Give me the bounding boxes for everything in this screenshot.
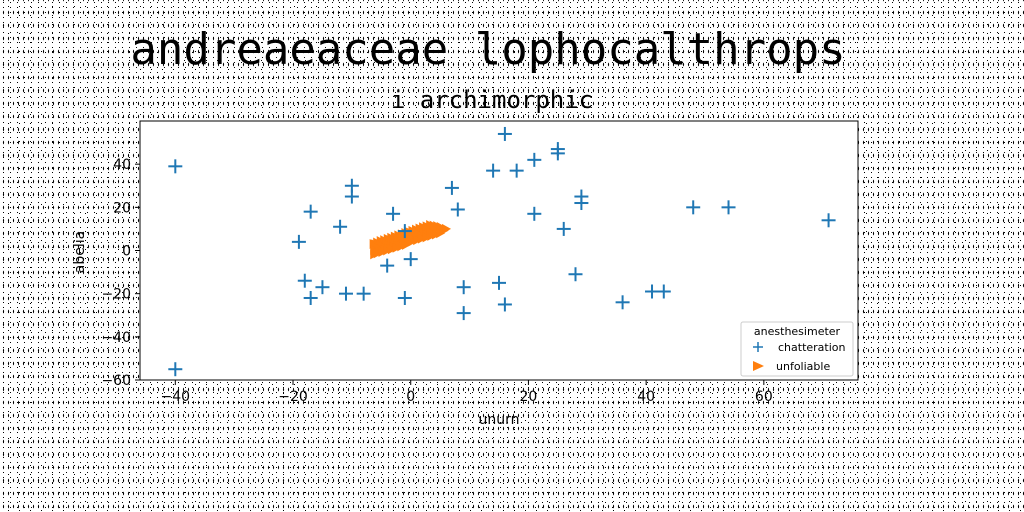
legend-label-unfoliable: unfoliable	[776, 360, 830, 373]
y-tick-label: 0	[122, 244, 131, 260]
point-chatteration	[333, 219, 348, 234]
point-chatteration	[444, 180, 459, 195]
series-chatteration	[168, 126, 836, 377]
point-unfoliable	[383, 245, 393, 256]
x-tick-label: 40	[637, 389, 655, 405]
point-chatteration	[509, 163, 524, 178]
point-chatteration	[656, 284, 671, 299]
point-chatteration	[297, 273, 312, 288]
point-chatteration	[645, 284, 660, 299]
point-chatteration	[527, 206, 542, 221]
point-unfoliable	[402, 239, 412, 250]
point-chatteration	[168, 362, 183, 377]
y-tick-label: −60	[101, 373, 131, 389]
point-unfoliable	[392, 242, 402, 253]
point-chatteration	[821, 213, 836, 228]
legend-label-chatteration: chatteration	[778, 341, 846, 354]
legend-box	[740, 321, 854, 377]
point-unfoliable	[427, 230, 437, 241]
point-chatteration	[497, 126, 512, 141]
legend-marker-unfoliable	[753, 361, 764, 371]
point-chatteration	[168, 159, 183, 174]
point-chatteration	[303, 204, 318, 219]
point-chatteration	[303, 290, 318, 305]
x-tick-label: −20	[278, 389, 308, 405]
y-tick-label: 40	[113, 157, 131, 173]
legend-title: anesthesimeter	[754, 325, 841, 338]
point-chatteration	[556, 221, 571, 236]
point-chatteration	[456, 280, 471, 295]
point-chatteration	[550, 146, 565, 161]
point-chatteration	[397, 290, 412, 305]
point-chatteration	[344, 189, 359, 204]
point-chatteration	[338, 286, 353, 301]
point-unfoliable	[417, 233, 427, 244]
y-axis-ticks: −60 −40 −20 0 20 40	[101, 157, 140, 389]
point-chatteration	[356, 286, 371, 301]
point-chatteration	[403, 252, 418, 267]
point-chatteration	[615, 295, 630, 310]
y-tick-label: −40	[101, 330, 131, 346]
x-tick-label: −40	[161, 389, 191, 405]
x-tick-label: 60	[755, 389, 773, 405]
point-unfoliable	[442, 223, 452, 234]
point-chatteration	[492, 275, 506, 290]
point-chatteration	[686, 200, 701, 215]
x-tick-label: 0	[406, 389, 415, 405]
point-unfoliable	[378, 247, 388, 258]
point-unfoliable	[408, 236, 418, 247]
point-chatteration	[497, 297, 512, 312]
chart-title: i archimorphic	[391, 86, 593, 114]
x-axis-ticks: −40 −20 0 20 40 60	[161, 380, 773, 405]
legend-marker-chatteration	[753, 342, 763, 352]
point-unfoliable	[387, 244, 397, 255]
y-tick-label: −20	[101, 287, 131, 303]
figure-suptitle: andreaeaceae lophocalthrops	[130, 24, 845, 75]
point-chatteration	[397, 224, 412, 239]
point-chatteration	[315, 280, 330, 295]
point-chatteration	[380, 258, 395, 273]
y-tick-label: 20	[113, 200, 131, 216]
point-chatteration	[574, 189, 589, 204]
point-chatteration	[386, 206, 401, 221]
point-chatteration	[291, 234, 306, 249]
point-chatteration	[486, 163, 501, 178]
point-unfoliable	[373, 248, 383, 259]
point-chatteration	[527, 152, 542, 167]
point-unfoliable	[413, 235, 423, 246]
x-axis-label: unurn	[478, 412, 519, 428]
point-unfoliable	[397, 241, 407, 252]
plot-area	[139, 120, 859, 381]
point-unfoliable	[422, 232, 432, 243]
point-chatteration	[721, 200, 736, 215]
point-chatteration	[568, 267, 583, 282]
y-axis-label: abelia	[72, 231, 88, 273]
legend: anesthesimeter chatteration unfoliable	[740, 321, 854, 377]
x-tick-label: 20	[520, 389, 538, 405]
point-chatteration	[456, 306, 471, 321]
point-chatteration	[450, 202, 465, 217]
